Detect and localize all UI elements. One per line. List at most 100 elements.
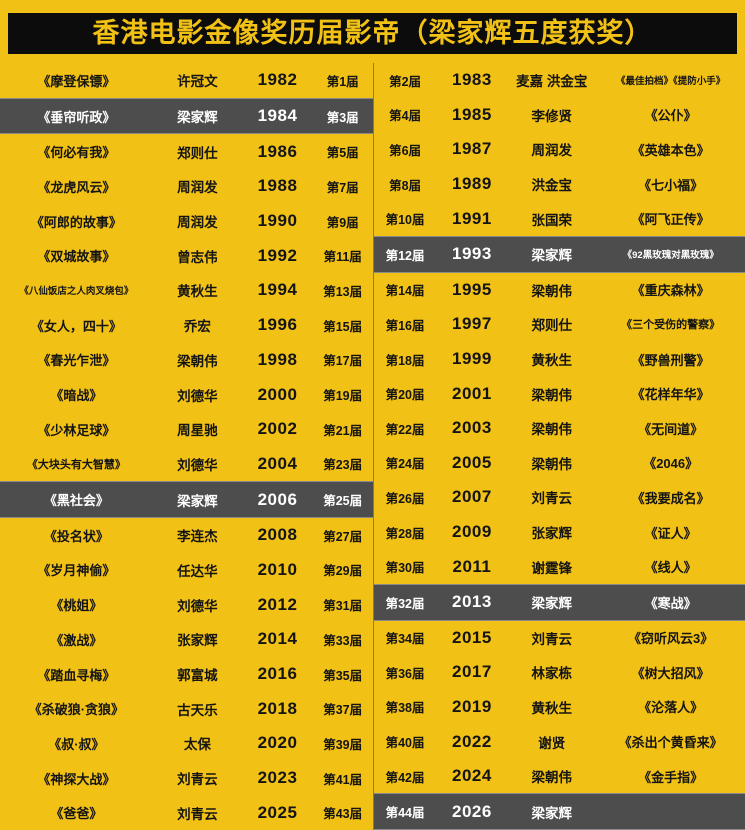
table-row: 《八仙饭店之人肉叉烧包》 黄秋生 1994 第13届 [0,273,373,308]
year-cell: 2026 [452,801,492,821]
year-cell: 1992 [257,245,298,265]
year-cell: 1999 [452,349,492,369]
edition-cell: 第8届 [389,178,422,193]
film-cell: 《神探大战》 [37,771,116,787]
film-cell: 《英雄本色》 [631,142,710,158]
edition-cell: 第25届 [323,494,363,509]
table-row: 《投名状》 李连杰 2008 第27届 [0,518,373,553]
actor-cell: 黄秋生 [531,700,573,716]
edition-cell: 第20届 [385,388,425,403]
edition-cell: 第1届 [326,74,359,89]
film-cell: 《杀出个黄昏来》 [618,735,723,751]
edition-cell: 第18届 [385,353,425,368]
film-cell: 《花样年华》 [631,387,710,403]
film-cell: 《野兽刑警》 [631,352,710,368]
year-cell: 1997 [452,314,492,334]
table-row: 第38届 2019 黄秋生 《沦落人》 [374,690,745,725]
table-row: 第40届 2022 谢贤 《杀出个黄昏来》 [374,724,745,759]
edition-cell: 第3届 [326,110,359,125]
actor-cell: 梁家辉 [177,110,218,126]
actor-cell: 郑则仕 [177,145,218,161]
actor-cell: 刘青云 [177,806,218,822]
year-cell: 2001 [452,383,492,403]
actor-cell: 麦嘉 洪金宝 [516,74,588,90]
table-row: 第34届 2015 刘青云 《窃听风云3》 [374,621,745,656]
actor-cell: 周星驰 [177,423,218,439]
year-cell: 1982 [257,70,298,90]
year-cell: 1989 [452,174,492,194]
table-row: 《摩登保镖》 许冠文 1982 第1届 [0,63,373,98]
awards-tables: 《摩登保镖》 许冠文 1982 第1届 《垂帘听政》 梁家辉 1984 第3届 《何必有我》 郑则… [0,63,745,830]
table-row: 第20届 2001 梁朝伟 《花样年华》 [374,376,745,411]
year-cell: 2005 [452,452,492,472]
edition-cell: 第13届 [323,284,363,299]
film-cell: 《2046》 [643,456,699,472]
edition-cell: 第43届 [323,807,363,822]
actor-cell: 黄秋生 [177,284,218,300]
year-cell: 2000 [257,384,298,404]
actor-cell: 刘青云 [531,631,573,647]
actor-cell: 梁朝伟 [531,770,573,786]
actor-cell: 周润发 [177,215,218,231]
actor-cell: 梁朝伟 [531,456,573,472]
edition-cell: 第23届 [323,458,363,473]
table-row: 第26届 2007 刘青云 《我要成名》 [374,480,745,515]
table-row: 《杀破狼·贪狼》 古天乐 2018 第37届 [0,691,373,726]
table-row: 第44届 2026 梁家辉 [373,793,745,830]
year-cell: 2008 [257,525,298,545]
edition-cell: 第5届 [326,146,359,161]
film-cell: 《何必有我》 [37,145,116,161]
actor-cell: 张家辉 [531,526,573,542]
edition-cell: 第34届 [385,632,425,647]
actor-cell: 梁家辉 [531,248,573,264]
film-cell: 《叔·叔》 [48,736,105,752]
year-cell: 1990 [257,211,298,231]
actor-cell: 梁朝伟 [531,387,573,403]
edition-cell: 第33届 [323,633,363,648]
edition-cell: 第32届 [385,596,425,611]
film-cell: 《垂帘听政》 [37,109,116,125]
page-title-text: 香港电影金像奖历届影帝（梁家辉五度获奖） [92,18,653,48]
film-cell: 《寒战》 [644,595,697,611]
table-row: 第12届 1993 梁家辉 《92黑玫瑰对黑玫瑰》 [373,235,745,273]
film-cell: 《重庆森林》 [631,283,710,299]
actor-cell: 刘德华 [177,457,218,473]
table-row: 第8届 1989 洪金宝 《七小福》 [374,167,745,202]
year-cell: 2009 [452,522,492,542]
film-cell: 《三个受伤的警察》 [621,319,721,332]
actor-cell: 谢贤 [538,735,566,751]
table-row: 《叔·叔》 太保 2020 第39届 [0,726,373,761]
year-cell: 1986 [257,141,298,161]
edition-cell: 第10届 [385,213,425,228]
film-cell: 《最佳拍档》《提防小手》 [616,76,726,88]
film-cell: 《92黑玫瑰对黑玫瑰》 [622,250,719,262]
left-table-odd-editions: 《摩登保镖》 许冠文 1982 第1届 《垂帘听政》 梁家辉 1984 第3届 《何必有我》 郑则… [0,63,373,830]
film-cell: 《线人》 [644,560,697,576]
edition-cell: 第22届 [385,422,425,437]
actor-cell: 林家栋 [531,666,573,682]
page-title: 香港电影金像奖历届影帝（梁家辉五度获奖） [8,13,737,54]
actor-cell: 刘德华 [177,388,218,404]
edition-cell: 第4届 [389,109,422,124]
film-cell: 《七小福》 [638,177,704,193]
film-cell: 《八仙饭店之人肉叉烧包》 [19,286,134,298]
film-cell: 《暗战》 [50,388,103,404]
year-cell: 2007 [452,487,492,507]
film-cell: 《爸爸》 [50,806,103,822]
table-row: 《双城故事》 曾志伟 1992 第11届 [0,238,373,273]
year-cell: 2022 [452,731,492,751]
table-row: 第4届 1985 李修贤 《公仆》 [374,98,745,133]
film-cell: 《桃姐》 [50,598,103,614]
edition-cell: 第42届 [385,770,425,785]
edition-cell: 第12届 [385,248,425,263]
year-cell: 2023 [257,768,298,788]
edition-cell: 第35届 [323,668,363,683]
year-cell: 1995 [452,279,492,299]
film-cell: 《树大招风》 [631,665,710,681]
year-cell: 2006 [257,489,298,509]
table-row: 《神探大战》 刘青云 2023 第41届 [0,761,373,796]
actor-cell: 郑则仕 [531,318,573,334]
edition-cell: 第40届 [385,736,425,751]
table-row: 第2届 1983 麦嘉 洪金宝 《最佳拍档》《提防小手》 [374,63,745,98]
